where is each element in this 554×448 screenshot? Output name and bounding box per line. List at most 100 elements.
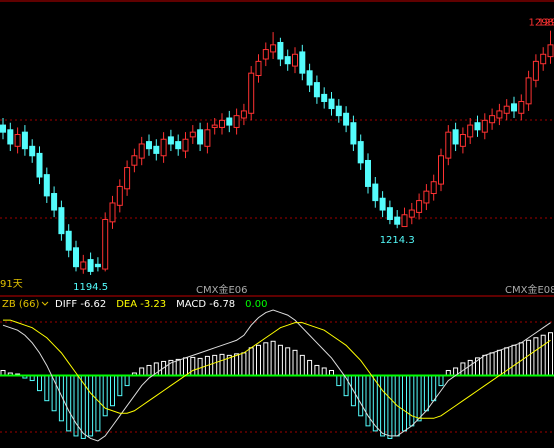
candle-body [160,138,167,157]
macd-bar [73,375,79,437]
candle-body [36,152,43,178]
candle-body [379,197,386,211]
candle-body [489,115,496,124]
price-label: 1298 [538,18,554,29]
macd-bar [321,367,327,377]
macd-bar [285,347,291,377]
candle-body [146,141,152,150]
macd-bar [496,349,502,377]
candle-body [525,77,532,105]
candle-body [14,134,21,147]
candle-body [233,115,240,128]
macd-bar [256,344,261,377]
macd-bar [102,375,108,417]
macd-bar [511,344,517,377]
candle-body [518,100,525,114]
candle-body [87,259,94,272]
candle-body [386,207,393,220]
legend-entry: 0.00 [245,299,267,310]
contract-label: CMX金E08 [505,283,554,296]
candle-body [532,60,539,81]
macd-bar [292,349,298,377]
macd-bar [175,358,181,377]
dea-line [3,319,551,419]
candle-body [328,98,335,110]
candle-body [408,209,415,218]
candle-body [445,131,452,159]
candle-body [167,136,174,145]
candle-body [321,93,328,102]
candle-body [343,112,350,126]
legend-entry: DEA -3.23 [116,299,166,310]
candle-body [0,124,6,133]
candle-body [248,72,255,114]
macd-bar [44,375,50,402]
candle-body [94,263,101,268]
candle-body [365,159,371,187]
candle-body [503,105,510,114]
candle-body [109,202,116,223]
candle-body [204,129,211,147]
candle-body [277,41,284,60]
candle-body [350,122,357,145]
macd-bar [117,375,123,397]
macd-bar [110,375,115,407]
macd-bar [540,334,546,377]
macd-bar [66,375,72,432]
macd-bar [241,352,247,377]
macd-bar [299,354,305,377]
indicator-name: ZB (66) [2,299,40,310]
candle-body [372,183,379,202]
macd-bar [489,352,495,377]
macd-bar [95,375,101,432]
candle-body [131,155,138,166]
candle-body [481,119,488,133]
candle-body [394,216,401,225]
candle-body [116,185,123,206]
contract-label: CMX金E06 [196,283,248,296]
dropdown-icon[interactable] [41,301,49,306]
candle-body [153,145,160,154]
candle-body [138,143,145,159]
candle-body [292,53,298,67]
candle-body [219,119,225,128]
macd-bar [183,357,188,377]
macd-bar [263,342,269,377]
macd-bar [372,375,378,432]
diff-line [2,309,551,442]
macd-bar [88,375,94,437]
candle-body [540,53,547,65]
candle-body [416,200,423,213]
macd-bar [336,375,342,387]
candle-body [299,51,306,74]
macd-bar [248,347,254,377]
candle-body [80,261,87,270]
macd-bar [307,359,313,377]
legend-entry: MACD -6.78 [176,299,235,310]
candle-body [284,56,291,65]
candle-body [262,49,269,60]
macd-bar [548,332,553,377]
macd-bar [270,340,276,377]
macd-bar [146,364,152,377]
candle-body [430,181,437,195]
macd-bar [314,364,320,377]
candle-body [511,103,517,112]
macd-bar [482,354,488,377]
candle-body [21,131,28,150]
candle-body [124,167,131,190]
price-label: 1298 [529,18,554,29]
candle-body [467,124,474,138]
candle-body [58,207,65,235]
macd-bar [37,375,42,392]
candle-body [423,190,430,204]
macd-bar [219,353,225,377]
macd-bar [467,359,473,377]
price-label: 1214.3 [380,235,415,246]
candle-body [496,110,503,119]
candle-body [240,110,247,119]
candle-body [211,124,218,128]
macd-bar [234,353,240,377]
candle-body [175,141,182,150]
